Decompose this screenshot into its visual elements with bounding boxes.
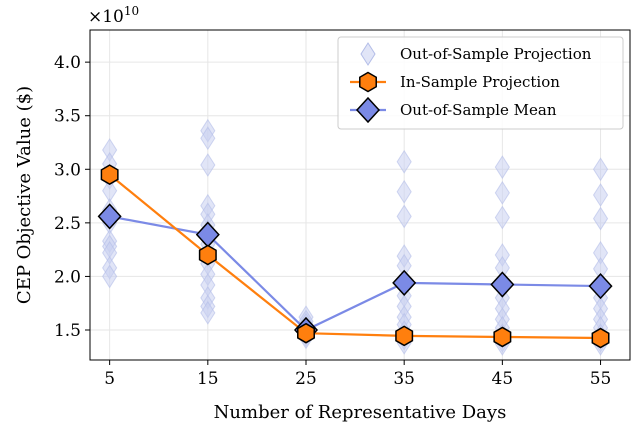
x-tick-label: 45 <box>492 369 514 389</box>
out-of-sample-mean-marker <box>97 203 122 230</box>
legend: Out-of-Sample Projection In-Sample Projec… <box>337 36 624 130</box>
out-of-sample-point <box>200 126 216 151</box>
plot-frame <box>89 29 631 361</box>
x-tick-label: 25 <box>295 369 317 389</box>
y-tick-label: 3.0 <box>54 160 81 180</box>
out-of-sample-point <box>396 149 412 174</box>
series-lines <box>108 173 601 340</box>
y-tick-label: 3.5 <box>54 107 81 127</box>
in-sample-projection-marker <box>198 244 217 266</box>
out-of-sample-projection-points <box>102 118 609 356</box>
out-of-sample-point <box>396 204 412 229</box>
y-axis-label: CEP Objective Value ($) <box>14 86 35 304</box>
legend-in-sample-projection-symbol <box>359 71 377 93</box>
x-axis-ticks: 5 15 25 35 45 55 <box>104 360 611 389</box>
x-tick-label: 35 <box>393 369 415 389</box>
in-sample-projection-line <box>108 173 601 340</box>
out-of-sample-point <box>102 264 118 289</box>
y-tick-label: 2.5 <box>54 214 81 234</box>
out-of-sample-mean-marker <box>588 272 613 300</box>
y-tick-label: 1.5 <box>54 321 81 341</box>
x-axis-label: Number of Representative Days <box>214 402 507 423</box>
in-sample-projection-marker <box>297 322 315 344</box>
y-axis-multiplier: ×1010 <box>88 4 139 27</box>
out-of-sample-mean-line <box>109 215 601 332</box>
legend-out-of-sample-projection-symbol <box>360 42 376 66</box>
out-of-sample-point <box>494 180 510 205</box>
out-of-sample-point <box>592 157 609 182</box>
x-tick-label: 55 <box>590 369 612 389</box>
legend-label: In-Sample Projection <box>400 73 560 91</box>
y-axis-ticks: 1.5 2.0 2.5 3.0 3.5 4.0 <box>54 53 90 341</box>
out-of-sample-point <box>200 300 216 325</box>
out-of-sample-mean-marker <box>490 271 515 298</box>
out-of-sample-point <box>494 155 510 180</box>
out-of-sample-point <box>200 153 216 177</box>
legend-box <box>337 36 624 130</box>
in-sample-projection-marker <box>100 164 119 186</box>
x-tick-label: 15 <box>197 369 219 389</box>
legend-out-of-sample-mean-symbol <box>355 96 381 124</box>
in-sample-projection-marker <box>395 325 414 347</box>
in-sample-projection-marker <box>493 326 512 348</box>
in-sample-projection-marker <box>591 327 610 349</box>
y-tick-label: 2.0 <box>54 267 81 287</box>
out-of-sample-mean-marker <box>392 269 417 296</box>
out-of-sample-point <box>396 179 412 204</box>
out-of-sample-point <box>592 183 609 207</box>
x-tick-label: 5 <box>104 369 115 389</box>
y-tick-label: 4.0 <box>54 53 81 73</box>
legend-label: Out-of-Sample Projection <box>400 45 592 63</box>
series-markers <box>97 164 613 349</box>
out-of-sample-point <box>494 205 510 230</box>
out-of-sample-point <box>592 206 609 231</box>
legend-label: Out-of-Sample Mean <box>400 101 557 119</box>
